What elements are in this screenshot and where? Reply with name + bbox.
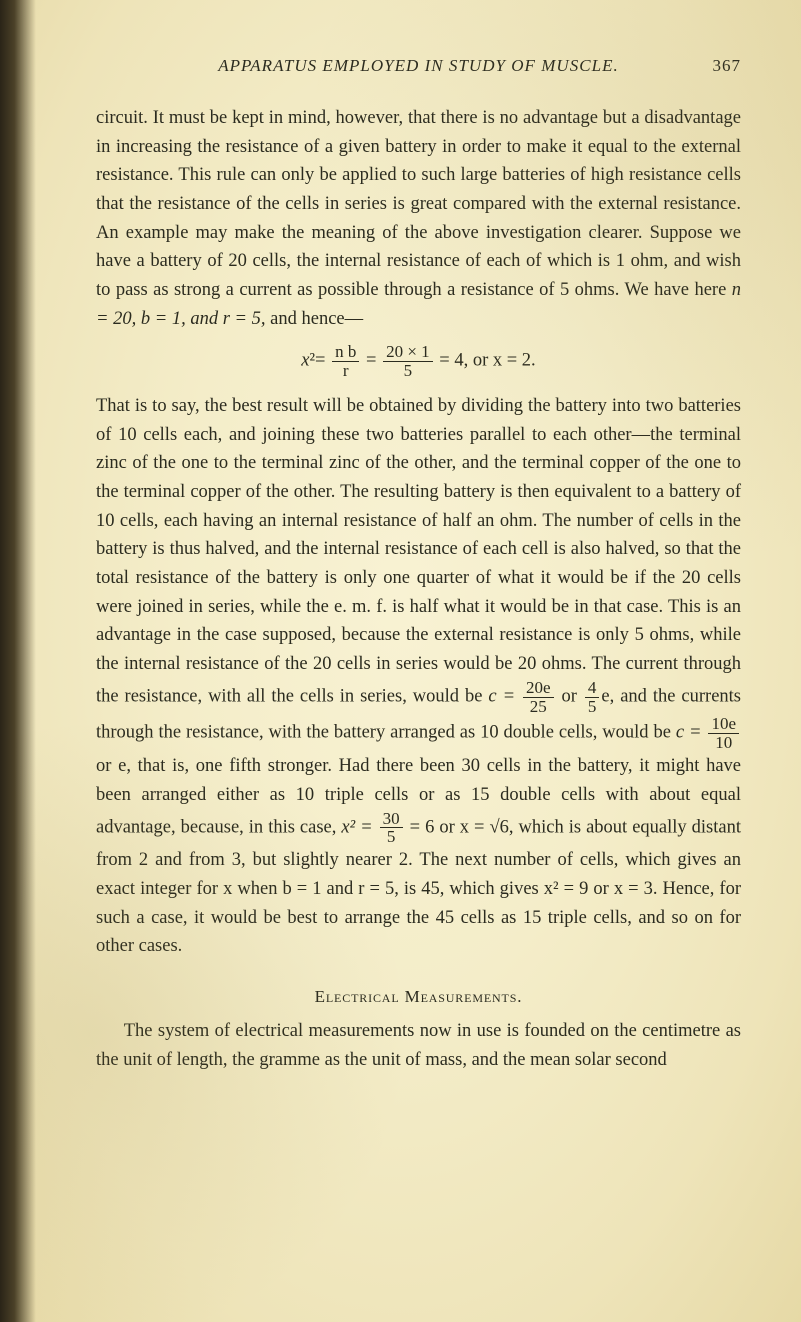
book-spine-shadow [0, 0, 36, 1322]
frac-4-5: 45 [583, 679, 602, 716]
para-2a: That is to say, the best result will be … [96, 396, 741, 706]
running-title: APPARATUS EMPLOYED IN STUDY OF MUSCLE. [96, 56, 701, 76]
frac-10e-den: 10 [708, 734, 739, 752]
eq1-mid: = [361, 351, 381, 371]
frac-30-5-num: 30 [380, 810, 403, 829]
page: APPARATUS EMPLOYED IN STUDY OF MUSCLE. 3… [0, 0, 801, 1322]
inline-c-eq2: c = [676, 723, 707, 743]
para-2b: or [556, 686, 583, 706]
frac-20e-num: 20e [523, 679, 554, 698]
frac-20e-25: 20e25 [521, 679, 556, 716]
frac-4-5-num: 4 [585, 679, 600, 698]
page-number: 367 [701, 56, 741, 76]
running-head: APPARATUS EMPLOYED IN STUDY OF MUSCLE. 3… [96, 56, 741, 76]
para-3: The system of electrical measurements no… [96, 1017, 741, 1074]
frac-30-5-den: 5 [380, 828, 403, 846]
eq1-frac1-den: r [332, 362, 359, 380]
frac-30-5: 305 [378, 810, 405, 847]
eq1-frac1: n br [330, 343, 361, 380]
eq1-frac2-den: 5 [383, 362, 433, 380]
body-text: circuit. It must be kept in mind, howeve… [96, 104, 741, 1074]
display-equation-1: x²= n br = 20 × 15 = 4, or x = 2. [96, 343, 741, 380]
inline-c-eq: c = [488, 686, 521, 706]
eq1-frac2-num: 20 × 1 [383, 343, 433, 362]
para-2e: = 6 or x = √6, which is about equally di… [96, 817, 741, 956]
para-3-text: The system of electrical measurements no… [96, 1021, 741, 1070]
inline-x2-eq: x² = [341, 817, 377, 837]
subheading-electrical-measurements: Electrical Measurements. [96, 987, 741, 1007]
eq1-sq: ²= [310, 351, 331, 371]
eq1-frac2: 20 × 15 [381, 343, 435, 380]
frac-10e-10: 10e10 [706, 715, 741, 752]
eq1-x: x [301, 351, 309, 371]
para-1: circuit. It must be kept in mind, howeve… [96, 104, 741, 333]
subheading-text: Electrical Measurements. [315, 987, 523, 1006]
para-1-text-b: and hence— [266, 309, 364, 329]
para-1-text-a: circuit. It must be kept in mind, howeve… [96, 108, 741, 300]
eq1-rhs: = 4, or x = 2. [435, 351, 536, 371]
frac-4-5-den: 5 [585, 698, 600, 716]
eq1-frac1-num: n b [332, 343, 359, 362]
para-2: That is to say, the best result will be … [96, 392, 741, 961]
frac-10e-num: 10e [708, 715, 739, 734]
frac-20e-den: 25 [523, 698, 554, 716]
